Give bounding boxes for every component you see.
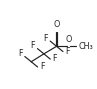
Text: F: F <box>43 34 48 43</box>
Text: F: F <box>18 49 22 58</box>
Text: O: O <box>65 35 72 44</box>
Text: F: F <box>31 41 35 50</box>
Text: O: O <box>53 20 60 29</box>
Text: CH₃: CH₃ <box>79 42 93 51</box>
Text: F: F <box>53 54 57 63</box>
Text: F: F <box>65 47 70 56</box>
Text: F: F <box>40 62 45 71</box>
